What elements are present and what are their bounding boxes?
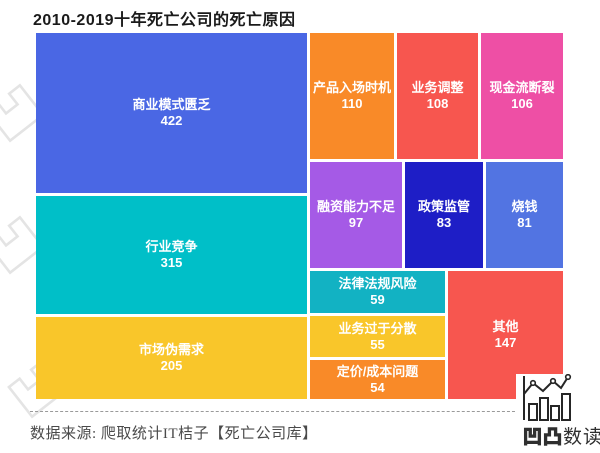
block-label: 定价/成本问题 <box>336 363 419 379</box>
block-value: 108 <box>426 96 449 111</box>
treemap-block-over-diversified: 业务过于分散 55 <box>310 316 445 357</box>
block-label: 行业竞争 <box>145 239 198 255</box>
treemap-block-legal-risk: 法律法规风险 59 <box>310 271 445 313</box>
block-label: 商业模式匮乏 <box>132 97 211 113</box>
block-value: 83 <box>436 215 452 230</box>
treemap-chart: 商业模式匮乏 422 行业竞争 315 市场伪需求 205 产品入场时机 110… <box>36 33 563 399</box>
block-value: 110 <box>341 96 363 111</box>
block-label: 产品入场时机 <box>312 80 391 96</box>
treemap-block-market-timing: 产品入场时机 110 <box>310 33 394 159</box>
brand-name: 凹凸数读 <box>503 422 600 449</box>
treemap-block-business-adjustment: 业务调整 108 <box>397 33 478 159</box>
brand-name-solid-part: 数读 <box>562 427 600 448</box>
brand-logo: 凹凸数读 <box>512 373 600 449</box>
block-label: 现金流断裂 <box>489 80 555 96</box>
block-label: 法律法规风险 <box>338 276 417 292</box>
block-label: 烧钱 <box>511 199 538 215</box>
dashed-divider <box>30 411 520 412</box>
watermark-logo-icon <box>0 82 46 143</box>
block-value: 205 <box>160 358 183 373</box>
block-value: 106 <box>511 96 533 111</box>
block-label: 融资能力不足 <box>316 199 395 215</box>
bar-line-chart-icon <box>516 373 572 422</box>
block-value: 315 <box>160 255 183 270</box>
treemap-block-financing-ability: 融资能力不足 97 <box>310 162 402 268</box>
block-label: 市场伪需求 <box>138 342 204 358</box>
treemap-block-pricing-cost: 定价/成本问题 54 <box>310 360 445 399</box>
block-value: 97 <box>348 215 364 230</box>
block-value: 81 <box>517 215 532 230</box>
page-title: 2010-2019十年死亡公司的死亡原因 <box>33 12 296 29</box>
block-label: 业务过于分散 <box>338 320 417 336</box>
block-label: 政策监管 <box>417 199 470 215</box>
block-value: 54 <box>370 379 385 395</box>
watermark-logo-icon <box>0 214 46 275</box>
treemap-block-false-demand: 市场伪需求 205 <box>36 317 307 399</box>
treemap-block-burning-cash: 烧钱 81 <box>486 162 563 268</box>
treemap-block-cashflow-break: 现金流断裂 106 <box>481 33 563 159</box>
treemap-block-policy-regulation: 政策监管 83 <box>405 162 483 268</box>
treemap-block-business-model: 商业模式匮乏 422 <box>36 33 307 193</box>
block-value: 55 <box>370 336 385 352</box>
data-source-text: 数据来源: 爬取统计IT桔子【死亡公司库】 <box>30 426 318 442</box>
block-label: 业务调整 <box>411 80 464 96</box>
watermark-logo-icon <box>6 358 68 419</box>
block-value: 422 <box>160 113 183 128</box>
block-value: 147 <box>494 335 517 350</box>
treemap-block-industry-competition: 行业竞争 315 <box>36 196 307 314</box>
brand-name-outline-part: 凹凸 <box>522 426 563 448</box>
block-value: 59 <box>370 292 385 307</box>
block-label: 其他 <box>492 319 519 335</box>
